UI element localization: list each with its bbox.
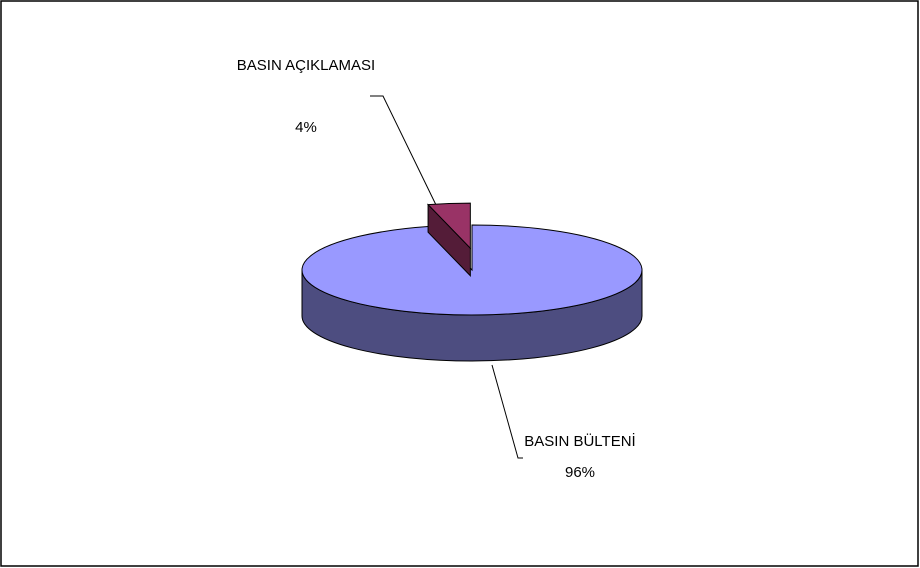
- leader-line: [491, 364, 523, 459]
- leader-line: [370, 95, 438, 208]
- slice-label: BASIN AÇIKLAMASI: [236, 57, 376, 74]
- pie-slice: [301, 224, 643, 316]
- slice-percent: 4%: [295, 119, 317, 136]
- slice-percent: 96%: [564, 464, 596, 481]
- pie-slice: [426, 202, 471, 250]
- slice-label: BASIN BÜLTENİ: [524, 433, 636, 450]
